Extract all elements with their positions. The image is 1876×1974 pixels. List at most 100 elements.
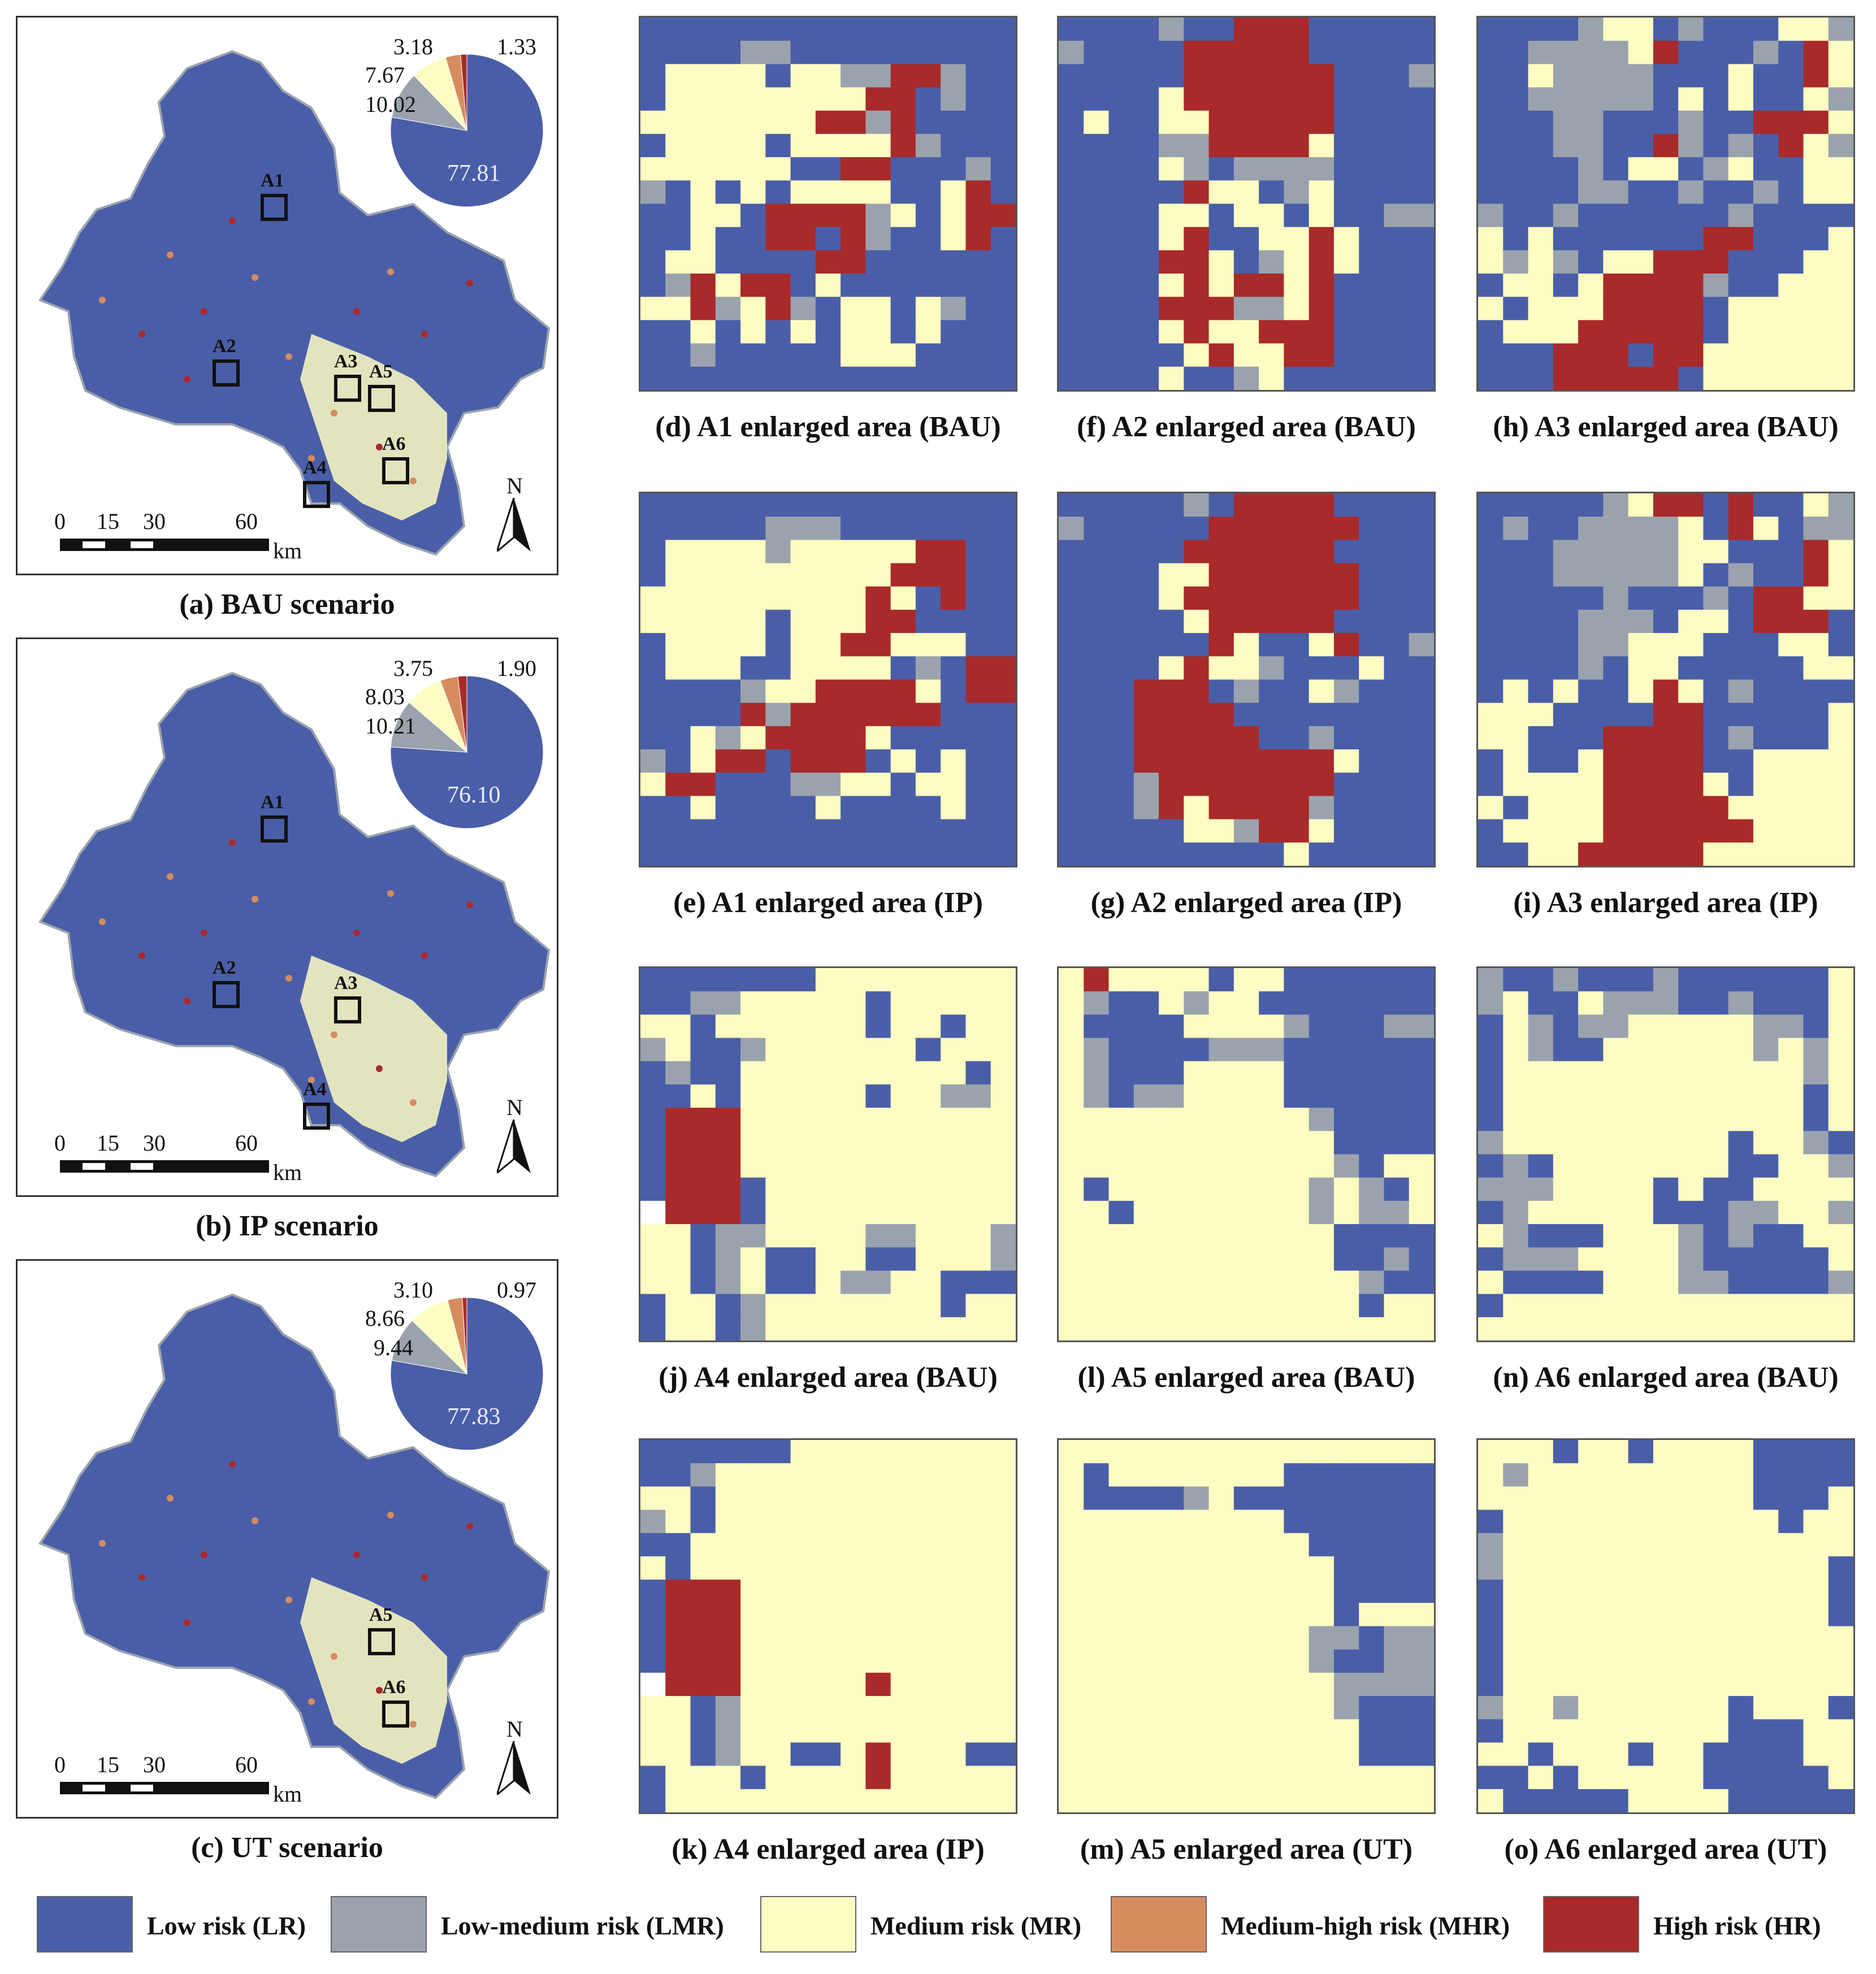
- grid-cell-mr: [815, 64, 841, 88]
- legend-label-mhr: Medium-high risk (MHR): [1221, 1911, 1510, 1940]
- grid-cell-lr: [665, 1440, 691, 1464]
- scale-unit: km: [273, 538, 302, 563]
- grid-cell-mr: [1159, 1533, 1184, 1557]
- grid-cell-mr: [990, 1463, 1016, 1487]
- grid-cell-mr: [1284, 1317, 1310, 1340]
- grid-cell-mr: [1159, 1626, 1184, 1650]
- pie-label-lr: 77.81: [447, 160, 501, 186]
- grid-cell-mr: [1059, 991, 1084, 1015]
- grid-cell-mr: [1208, 1649, 1234, 1673]
- grid-cell-hr: [715, 1649, 741, 1673]
- grid-cell-lr: [1108, 1200, 1134, 1225]
- grid-cell-lr: [1059, 586, 1084, 610]
- area-box-a5[interactable]: [368, 1628, 395, 1655]
- grid-cell-lr: [765, 656, 791, 680]
- grid-cell-lr: [990, 87, 1016, 111]
- grid-cell-lmr: [640, 1509, 666, 1534]
- area-box-a4[interactable]: [303, 481, 330, 508]
- legend-label-mr: Medium risk (MR): [870, 1911, 1082, 1940]
- area-box-a3[interactable]: [334, 375, 361, 402]
- grid-cell-lr: [1108, 133, 1134, 158]
- grid-cell-mr: [865, 1649, 891, 1673]
- grid-cell-lmr: [1528, 1038, 1554, 1062]
- grid-cell-lr: [965, 274, 991, 297]
- grid-cell-mr: [1503, 726, 1529, 750]
- grid-cell-mr: [1553, 320, 1579, 344]
- grid-cell-mr: [1753, 1672, 1779, 1697]
- area-box-a3[interactable]: [334, 996, 361, 1023]
- grid-cell-hr: [1578, 343, 1604, 367]
- grid-cell-mr: [1678, 1626, 1704, 1650]
- area-box-a5[interactable]: [368, 385, 395, 412]
- grid-cell-mr: [1159, 1696, 1184, 1720]
- grid-cell-mr: [1553, 773, 1579, 797]
- grid-cell-lr: [1653, 203, 1679, 228]
- grid-cell-mr: [765, 1556, 791, 1580]
- area-box-a6[interactable]: [382, 457, 409, 484]
- grid-cell-lr: [1409, 343, 1434, 367]
- grid-cell-mr: [1208, 1294, 1234, 1318]
- grid-cell-lr: [1133, 991, 1159, 1015]
- grid-cell-mr: [1728, 297, 1754, 321]
- grid-cell-lmr: [715, 726, 741, 750]
- grid-cell-mr: [1703, 1014, 1729, 1039]
- grid-cell-hr: [1309, 274, 1335, 297]
- area-box-a1[interactable]: [261, 815, 288, 843]
- grid-cell-lr: [1409, 1038, 1434, 1062]
- grid-cell-lr: [1284, 702, 1310, 727]
- grid-cell-lr: [1753, 203, 1779, 228]
- area-label-a1: A1: [261, 792, 284, 813]
- grid-cell-mr: [915, 1580, 941, 1603]
- grid-cell-lr: [915, 609, 941, 634]
- grid-cell-lmr: [1728, 991, 1754, 1015]
- grid-cell-hr: [1653, 133, 1679, 158]
- grid-cell-lr: [1133, 633, 1159, 657]
- grid-cell-hr: [1259, 493, 1284, 517]
- grid-cell-mr: [665, 1014, 691, 1039]
- grid-cell-hr: [1628, 320, 1654, 344]
- area-box-a1[interactable]: [261, 194, 288, 221]
- grid-cell-hr: [665, 1131, 691, 1155]
- caption-ut-scenario: (c) UT scenario: [191, 1832, 383, 1864]
- area-box-a6[interactable]: [382, 1700, 409, 1728]
- grid-cell-mr: [1578, 1084, 1604, 1108]
- risk-spot-hr: [353, 930, 360, 936]
- grid-cell-mr: [1309, 1765, 1335, 1790]
- grid-cell-mr: [1309, 1672, 1335, 1697]
- grid-cell-lr: [1059, 366, 1084, 390]
- grid-cell-lr: [1503, 633, 1529, 657]
- area-box-a2[interactable]: [213, 981, 240, 1008]
- grid-cell-lr: [1333, 18, 1359, 41]
- grid-cell-mr: [640, 1719, 666, 1743]
- grid-cell-mr: [1528, 1580, 1554, 1603]
- grid-cell-mr: [990, 1649, 1016, 1673]
- grid-cell-mr: [840, 1742, 866, 1767]
- area-box-a4[interactable]: [303, 1103, 330, 1130]
- grid-cell-mr: [815, 1696, 841, 1720]
- grid-cell-lr: [1359, 250, 1385, 274]
- grid-cell-mr: [1478, 1317, 1504, 1340]
- area-box-a2[interactable]: [213, 359, 240, 387]
- grid-cell-hr: [1653, 274, 1679, 297]
- grid-cell-lr: [1778, 517, 1804, 540]
- grid-cell-mr: [915, 1533, 941, 1557]
- grid-svg: [640, 493, 1016, 866]
- grid-cell-lmr: [690, 343, 716, 367]
- grid-cell-lr: [1359, 1294, 1385, 1318]
- grid-cell-lr: [1503, 343, 1529, 367]
- grid-cell-lr: [1778, 64, 1804, 88]
- grid-cell-mr: [790, 633, 816, 657]
- grid-cell-mr: [790, 1294, 816, 1318]
- grid-cell-lmr: [1553, 87, 1579, 111]
- grid-cell-hr: [865, 1742, 891, 1767]
- grid-cell-mr: [1184, 1556, 1210, 1580]
- grid-cell-mr: [1233, 1440, 1259, 1464]
- grid-cell-mr: [1553, 1131, 1579, 1155]
- grid-cell-mr: [1503, 1317, 1529, 1340]
- grid-cell-lr: [1753, 1719, 1779, 1743]
- grid-cell-lr: [815, 819, 841, 843]
- grid-cell-hr: [1208, 110, 1234, 135]
- grid-cell-mr: [1503, 749, 1529, 773]
- grid-cell-lmr: [941, 1084, 967, 1108]
- grid-cell-mr: [965, 1672, 991, 1697]
